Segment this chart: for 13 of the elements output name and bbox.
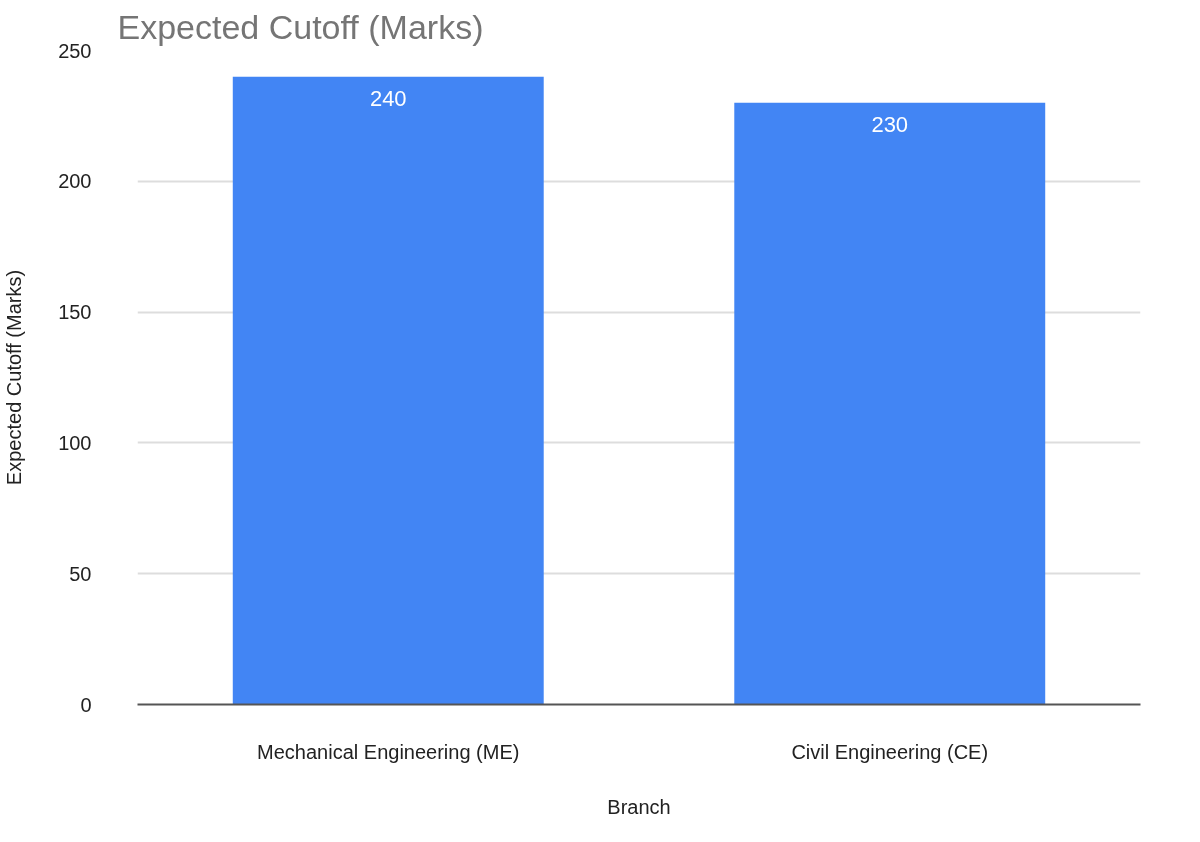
y-tick-label: 50	[69, 562, 92, 585]
y-tick-label: 150	[58, 301, 92, 324]
y-tick-label: 200	[58, 170, 92, 193]
x-tick-label: Civil Engineering (CE)	[791, 740, 989, 763]
chart-title: Expected Cutoff (Marks)	[117, 7, 484, 46]
y-tick-label: 250	[58, 39, 92, 62]
y-axis-title: Expected Cutoff (Marks)	[3, 269, 26, 486]
data-label: 230	[871, 111, 909, 137]
x-axis-title: Branch	[607, 795, 671, 818]
data-label: 240	[369, 85, 407, 111]
y-tick-label: 100	[58, 431, 92, 454]
y-tick-label: 0	[80, 693, 92, 716]
x-tick-label: Mechanical Engineering (ME)	[257, 740, 520, 763]
